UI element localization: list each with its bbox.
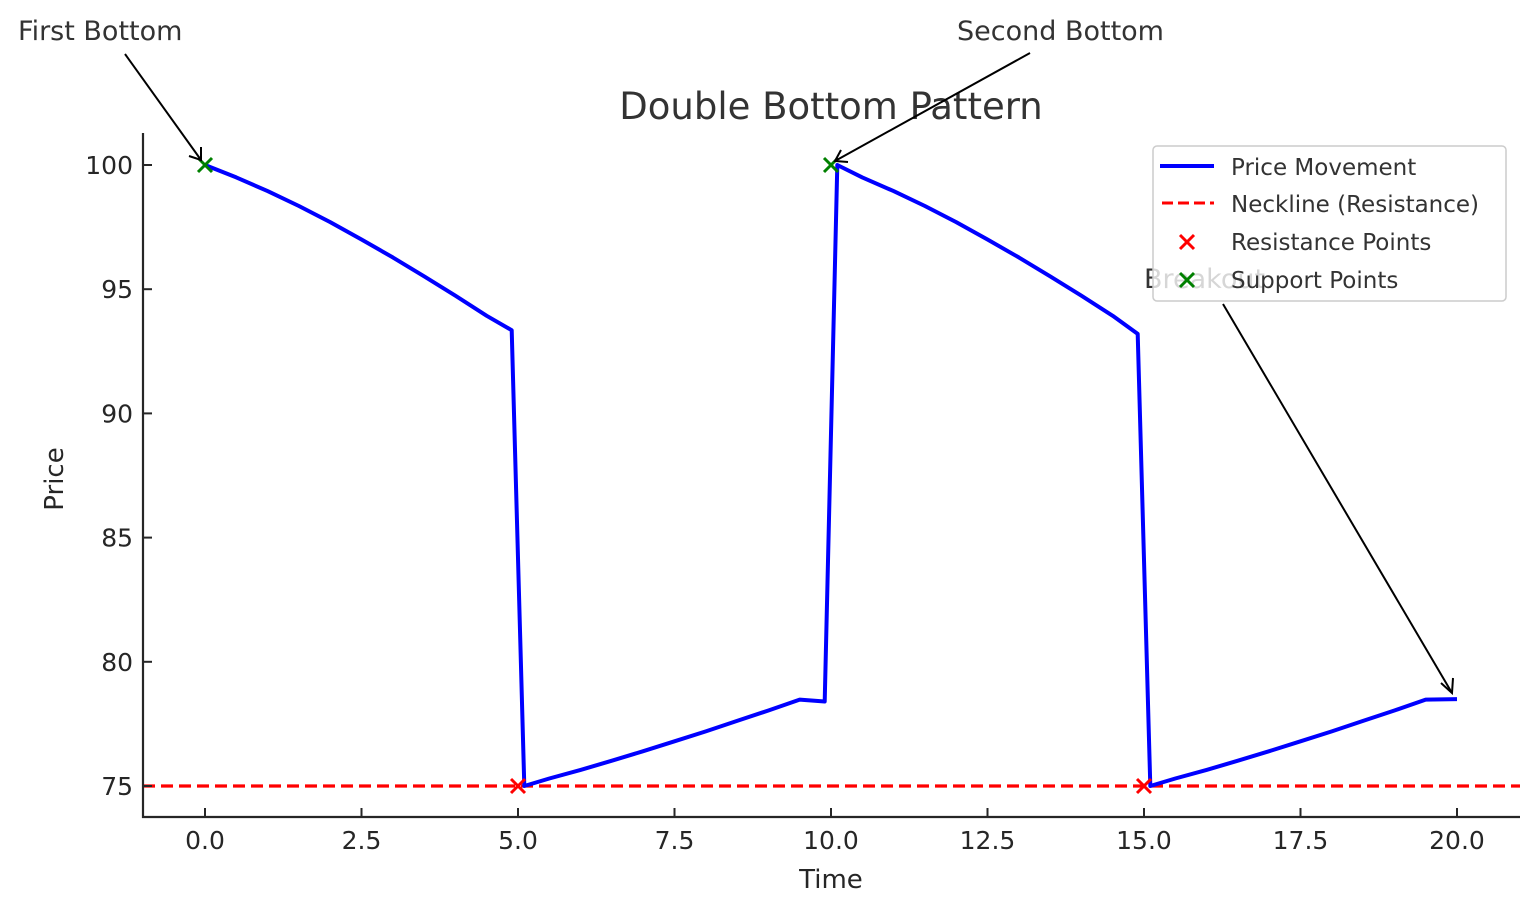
arrow-first-bottom xyxy=(124,53,202,161)
x-tick-label: 7.5 xyxy=(655,826,695,855)
y-tick-label: 85 xyxy=(101,524,133,553)
legend-label-neckline: Neckline (Resistance) xyxy=(1231,192,1479,218)
x-tick-label: 10.0 xyxy=(803,826,859,855)
x-tick-label: 12.5 xyxy=(960,826,1016,855)
legend-red-x-icon xyxy=(1178,233,1196,251)
x-tick-label: 17.5 xyxy=(1273,826,1329,855)
resistance-point-x-icon xyxy=(1135,777,1153,795)
x-axis-label: Time xyxy=(798,865,863,895)
price-line xyxy=(204,163,1458,788)
y-tick-label: 100 xyxy=(85,151,133,180)
arrowhead-icon xyxy=(833,149,849,163)
x-tick-label: 0.0 xyxy=(185,826,225,855)
arrowhead-icon xyxy=(188,147,202,162)
legend-box xyxy=(1152,145,1507,302)
legend: Price Movement Neckline (Resistance) Res… xyxy=(1152,145,1507,302)
legend-green-x-icon xyxy=(1178,271,1196,289)
annotation-first-bottom: First Bottom xyxy=(18,16,182,47)
ticks: 0.0 2.5 5.0 7.5 10.0 12.5 15.0 17.5 20.0 75 80 85 90… xyxy=(85,151,1485,855)
arrow-breakout xyxy=(1222,303,1453,694)
legend-label-support: Support Points xyxy=(1231,268,1398,294)
x-tick-label: 15.0 xyxy=(1116,826,1172,855)
y-tick-label: 80 xyxy=(101,648,133,677)
legend-label-price: Price Movement xyxy=(1231,155,1416,181)
x-tick-label: 20.0 xyxy=(1429,826,1485,855)
x-tick-label: 5.0 xyxy=(498,826,538,855)
y-axis-label: Price xyxy=(40,447,70,510)
x-tick-label: 2.5 xyxy=(342,826,382,855)
y-tick-label: 95 xyxy=(101,275,133,304)
y-tick-label: 75 xyxy=(101,772,133,801)
chart-title: Double Bottom Pattern xyxy=(619,85,1042,128)
resistance-point-x-icon xyxy=(509,777,527,795)
arrow-second-bottom xyxy=(834,52,1031,162)
annotation-second-bottom: Second Bottom xyxy=(957,16,1164,47)
arrowhead-icon xyxy=(1440,677,1454,696)
y-tick-label: 90 xyxy=(101,399,133,428)
legend-label-resistance: Resistance Points xyxy=(1231,230,1431,256)
